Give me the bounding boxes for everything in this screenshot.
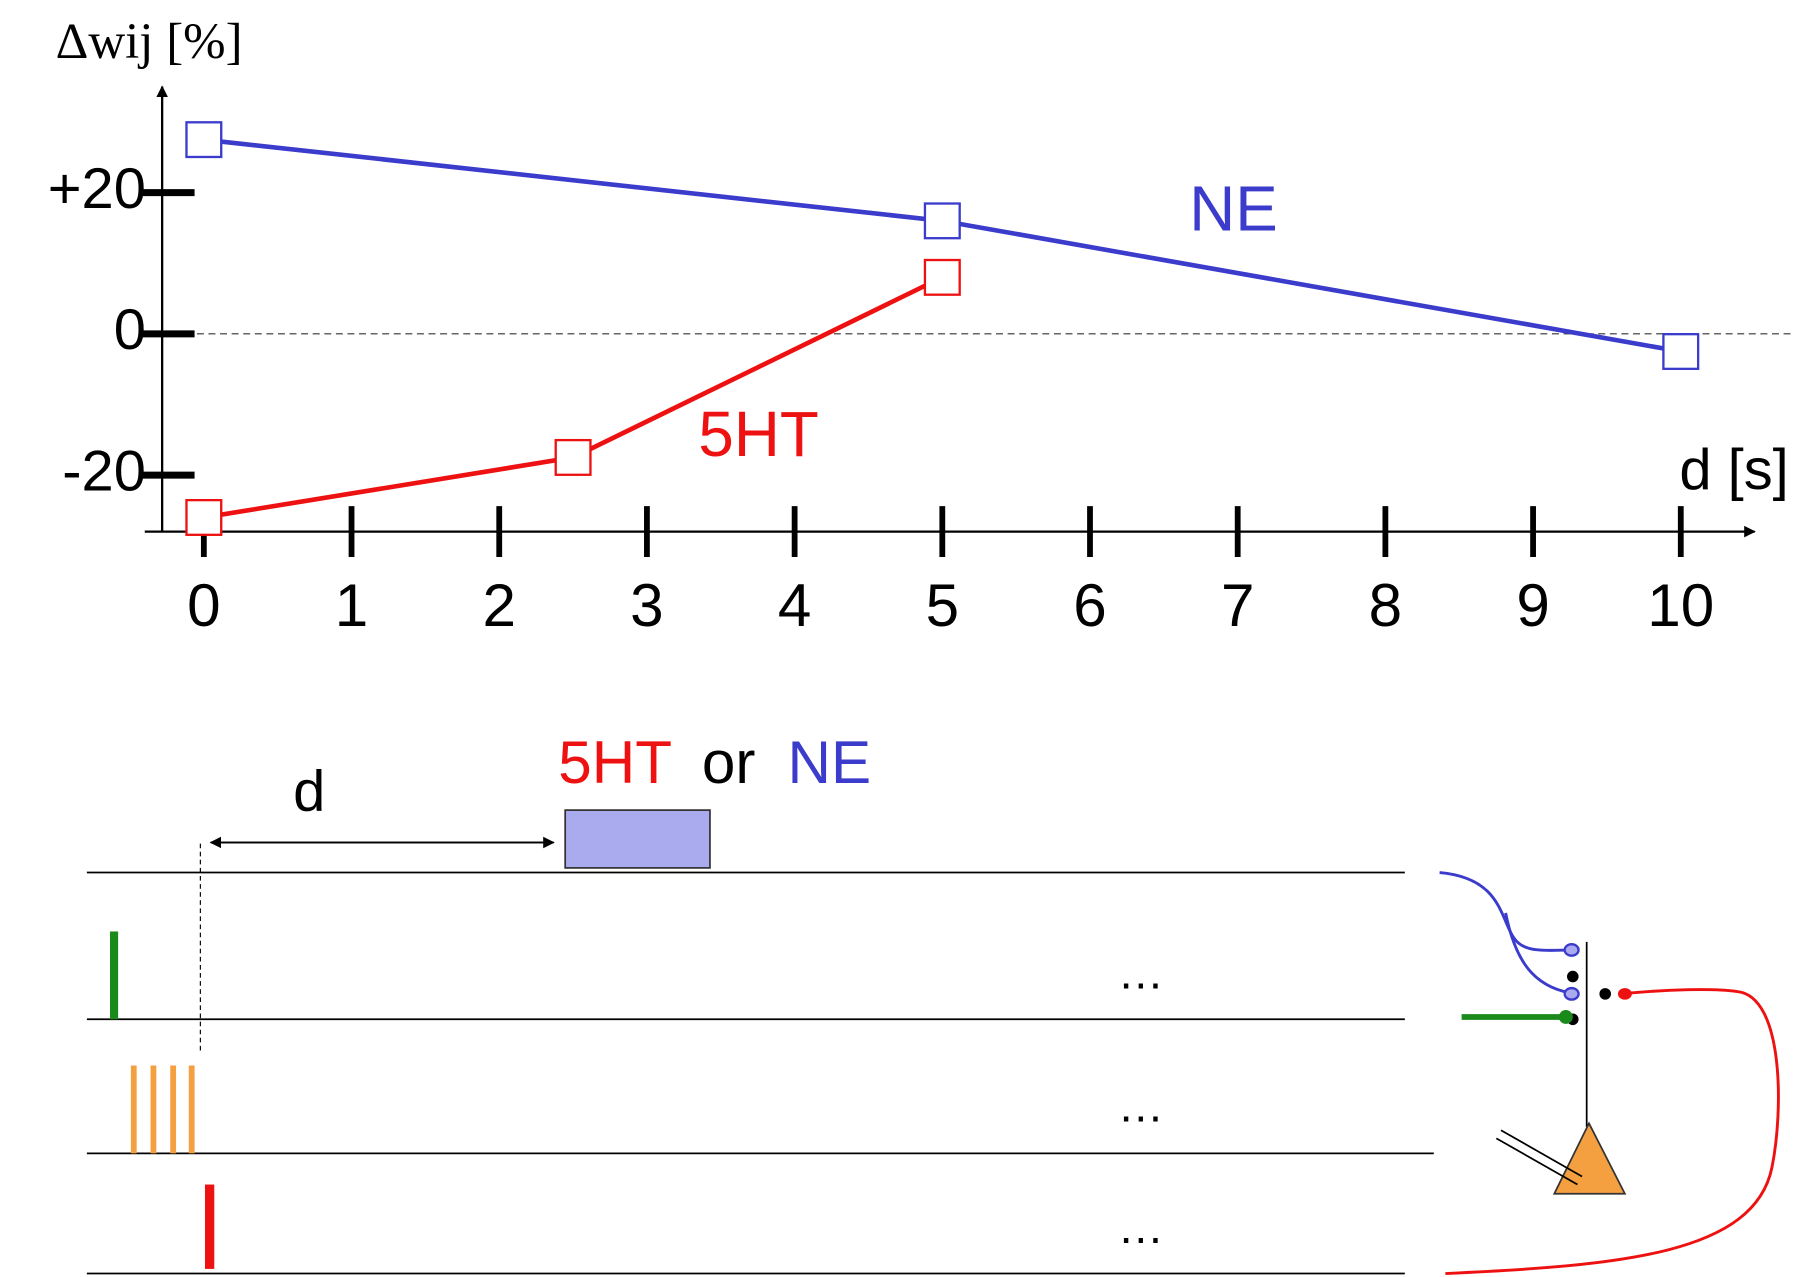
- marker: [185, 498, 223, 536]
- chart: Δwij [%] d [s] -20 0 +20 0 1 2 3 4 5 6 7 8 9 10 NE 5HT: [48, 14, 1793, 639]
- x-tick-label: 0: [187, 572, 220, 639]
- marker: [185, 121, 223, 159]
- y-tick-label: 0: [114, 298, 146, 362]
- marker: [923, 202, 961, 240]
- marker: [554, 438, 592, 476]
- series-line: [203, 137, 1682, 354]
- stimulus-or: or: [702, 729, 756, 796]
- y-tick-label: -20: [62, 439, 146, 503]
- series-label: NE: [1189, 174, 1277, 245]
- x-axis-label: d [s]: [1679, 438, 1788, 502]
- x-tick-label: 1: [335, 572, 368, 639]
- x-tick-label: 2: [482, 572, 515, 639]
- x-tick-label: 8: [1369, 572, 1402, 639]
- ellipsis: …: [1118, 1201, 1164, 1253]
- red-spike: [204, 1184, 215, 1269]
- x-tick-label: 3: [630, 572, 663, 639]
- series-label: 5HT: [698, 399, 818, 470]
- ellipsis: …: [1118, 1080, 1164, 1132]
- ellipsis: …: [1118, 947, 1164, 999]
- neuron: [1439, 871, 1780, 1275]
- marker: [923, 258, 961, 296]
- x-tick-label: 9: [1516, 572, 1549, 639]
- y-tick-label: +20: [48, 157, 146, 221]
- protocol-diagram: d 5HT or NE … … …: [86, 729, 1780, 1275]
- marker: [1662, 333, 1700, 371]
- x-tick-label: 4: [778, 572, 811, 639]
- orange-spikes: [130, 1065, 195, 1154]
- green-spike: [110, 931, 119, 1020]
- stimulus-box: [564, 809, 711, 869]
- x-tick-label: 7: [1221, 572, 1254, 639]
- d-label: d: [293, 759, 325, 823]
- stimulus-ne: NE: [788, 729, 872, 796]
- x-tick-label: 10: [1647, 572, 1714, 639]
- series-line: [203, 275, 944, 520]
- x-tick-label: 5: [926, 572, 959, 639]
- stimulus-5ht: 5HT: [558, 729, 672, 796]
- y-axis-label: Δwij [%]: [56, 14, 243, 70]
- x-tick-label: 6: [1073, 572, 1106, 639]
